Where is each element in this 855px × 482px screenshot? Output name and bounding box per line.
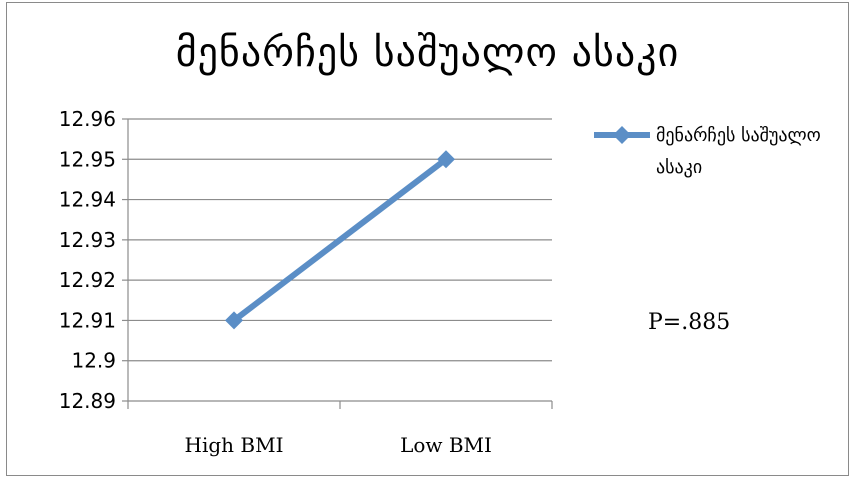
y-tick-label: 12.96 [59,107,116,131]
y-tick-label: 12.95 [59,147,116,171]
y-tick-label: 12.9 [71,349,116,373]
y-tick-labels: 12.89 12.9 12.91 12.92 12.93 12.94 12.95 12.96 [59,107,116,413]
x-tick-label: Low BMI [400,433,492,457]
p-value-annotation: P=.885 [648,310,731,335]
x-tick-label: High BMI [185,433,284,457]
data-point [225,311,243,330]
chart-frame [6,2,849,476]
y-tick-label: 12.92 [59,268,116,292]
data-point [437,150,455,169]
grid-lines [128,118,552,362]
y-tick-label: 12.91 [59,308,116,332]
series-group [225,150,455,330]
x-tick-labels: High BMI Low BMI [185,433,492,457]
legend-diamond [613,126,631,144]
y-tick-label: 12.94 [59,188,116,212]
chart-title: მენარჩეს საშუალო ასაკი [175,30,680,76]
series-line [232,156,448,323]
axes [122,118,553,409]
legend-marker [594,126,650,144]
y-tick-label: 12.89 [59,389,116,413]
legend-label: მენარჩეს საშუალო ასაკი [656,125,821,178]
y-tick-label: 12.93 [59,228,116,252]
